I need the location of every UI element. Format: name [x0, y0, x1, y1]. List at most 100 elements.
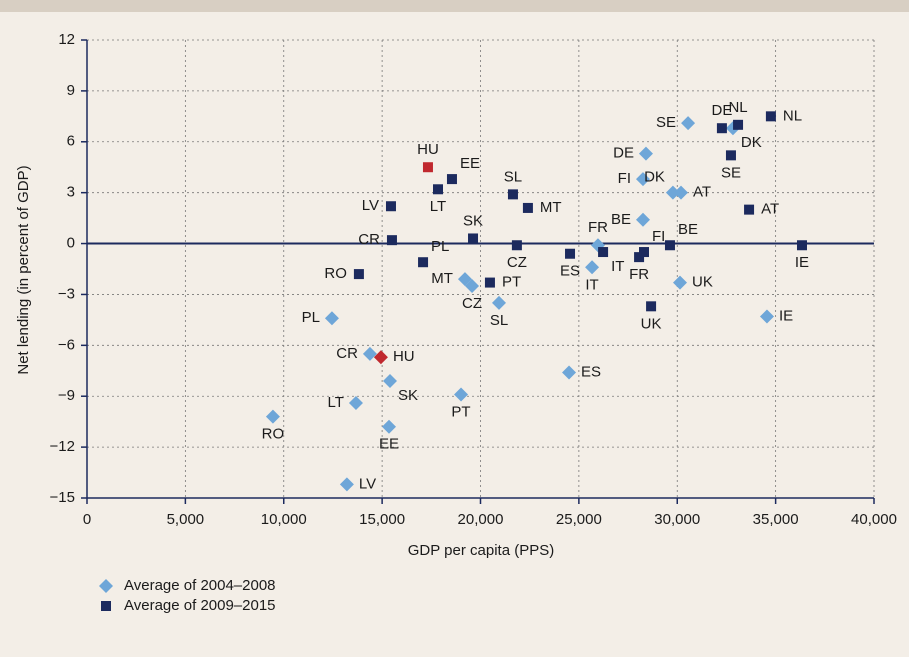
point-label: NL: [783, 107, 802, 124]
point: [796, 240, 807, 251]
point: [638, 247, 649, 258]
point-label: UK: [641, 315, 662, 332]
point-label: SK: [463, 212, 483, 229]
point: [433, 184, 444, 195]
point: [511, 240, 522, 251]
legend-marker: [101, 601, 111, 611]
y-tick-label: −12: [50, 438, 75, 455]
y-tick-label: 3: [67, 184, 75, 201]
point: [562, 365, 577, 380]
point: [422, 162, 433, 173]
point: [454, 387, 469, 402]
y-tick-label: 9: [67, 82, 75, 99]
point-label: IT: [611, 258, 624, 275]
point-label: LV: [362, 197, 379, 214]
x-tick-label: 0: [83, 511, 91, 528]
y-axis-title: Net lending (in percent of GDP): [15, 165, 32, 374]
point-label: ES: [581, 363, 601, 380]
point-label: RO: [324, 265, 347, 282]
point: [522, 202, 533, 213]
point-label: DK: [644, 169, 665, 186]
point-label: CR: [336, 345, 358, 362]
point: [638, 146, 653, 161]
point: [634, 252, 645, 263]
point-label: IE: [779, 307, 793, 324]
point-label: EE: [460, 155, 480, 172]
top-band: [0, 0, 909, 12]
point: [664, 240, 675, 251]
point: [636, 212, 651, 227]
point-label: PL: [431, 238, 449, 255]
point: [382, 373, 397, 388]
point: [646, 301, 657, 312]
point-label: AT: [693, 184, 711, 201]
point-label: PL: [302, 309, 320, 326]
point: [418, 257, 429, 268]
y-tick-label: 6: [67, 133, 75, 150]
y-tick-label: 12: [58, 31, 75, 48]
point-label: FI: [618, 170, 631, 187]
point-label: HU: [393, 348, 415, 365]
point: [507, 189, 518, 200]
point: [468, 233, 479, 244]
x-tick-label: 35,000: [753, 511, 799, 528]
point: [636, 172, 651, 187]
point-label: FR: [629, 266, 649, 283]
point-label: LT: [430, 198, 446, 215]
point-label: SE: [656, 114, 676, 131]
point: [665, 185, 680, 200]
point: [348, 396, 363, 411]
point-label: IT: [585, 276, 598, 293]
point-label: BE: [611, 211, 631, 228]
point: [385, 201, 396, 212]
point-label: ES: [560, 263, 580, 280]
point-label: AT: [761, 201, 779, 218]
point-label: LT: [328, 394, 344, 411]
point-label: RO: [262, 426, 285, 443]
y-tick-label: −9: [58, 387, 75, 404]
point-label: PT: [451, 403, 470, 420]
x-axis-title: GDP per capita (PPS): [408, 542, 554, 559]
point-label: HU: [417, 141, 439, 158]
point-label: LV: [359, 475, 376, 492]
y-tick-label: −15: [50, 489, 75, 506]
point: [491, 295, 506, 310]
point-label: UK: [692, 274, 713, 291]
x-tick-label: 15,000: [359, 511, 405, 528]
point: [265, 409, 280, 424]
point-label: CZ: [462, 295, 482, 312]
point: [353, 269, 364, 280]
point-label: DE: [711, 102, 732, 119]
point: [382, 419, 397, 434]
point-label: FR: [588, 219, 608, 236]
point-label: DK: [741, 134, 762, 151]
point-label: IE: [795, 254, 809, 271]
point: [673, 275, 688, 290]
point: [339, 477, 354, 492]
point-label: SE: [721, 164, 741, 181]
x-tick-label: 25,000: [556, 511, 602, 528]
legend-label: Average of 2004–2008: [124, 577, 276, 594]
x-tick-label: 20,000: [458, 511, 504, 528]
point-label: SL: [504, 168, 522, 185]
x-tick-label: 5,000: [167, 511, 205, 528]
point-label: MT: [431, 270, 453, 287]
point: [446, 174, 457, 185]
x-tick-label: 30,000: [654, 511, 700, 528]
legend-marker: [99, 579, 113, 593]
point: [585, 260, 600, 275]
point: [386, 235, 397, 246]
x-tick-label: 10,000: [261, 511, 307, 528]
point-label: BE: [678, 221, 698, 238]
point-label: NL: [728, 99, 747, 116]
point: [565, 248, 576, 259]
point-label: FI: [652, 228, 665, 245]
point: [598, 247, 609, 258]
point-label: CR: [358, 231, 380, 248]
point: [465, 278, 480, 293]
point: [725, 150, 736, 161]
point: [733, 119, 744, 130]
point-label: SK: [398, 387, 418, 404]
point: [765, 111, 776, 122]
